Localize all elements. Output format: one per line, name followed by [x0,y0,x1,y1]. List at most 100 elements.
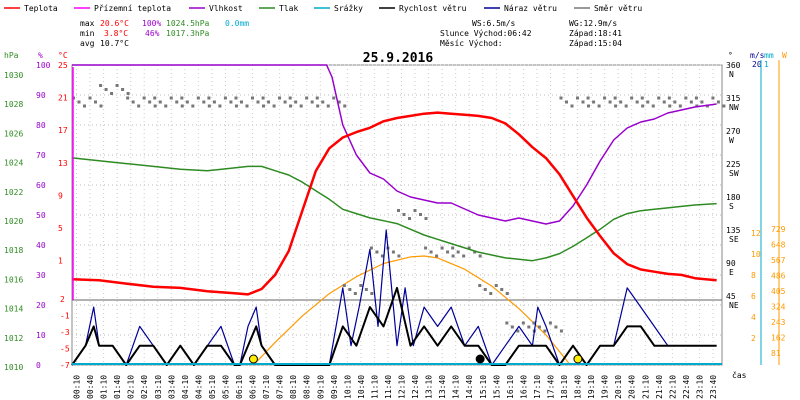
wind-direction-point [169,96,173,100]
wind-direction-point [272,104,276,108]
x-tick-label: 05:10 [208,375,217,399]
solar-tick: 81 [771,349,781,358]
stat-max-temp: 20.6°C [100,19,129,28]
wind-direction-point [532,321,536,325]
wind-speed-line [71,286,717,366]
wind-direction-point [83,104,86,108]
wind-direction-point [494,284,498,287]
wind-direction-point [126,92,130,95]
wind-direction-point [121,88,125,91]
x-tick-label: 18:10 [560,375,569,399]
dir-tick-letter: NW [729,103,739,112]
legend-label-pocitova: Přízemní teplota [94,4,171,13]
x-tick-label: 11:40 [384,375,393,399]
temperature-line [71,111,717,296]
degc-tick: 9 [58,191,63,200]
wind-direction-point [424,246,428,250]
dir-tick-letter: NE [729,301,739,310]
stat-min-hum: 46% [145,29,160,38]
wind-direction-point [435,254,439,258]
x-tick-label: 07:10 [262,375,271,399]
degc-unit: °C [58,51,68,60]
wind-direction-point [289,104,293,108]
stats-block: max 20.6°C 100% 1024.5hPa 0.0mm min 3.8°… [80,19,622,48]
wind-direction-point [175,100,179,104]
dir-tick: 270 [726,127,741,136]
pct-tick: 60 [36,181,46,190]
hpa-tick: 1028 [4,100,23,109]
pct-tick: 30 [36,271,46,280]
degc-tick-low: -7 [60,361,70,370]
wind-direction-point [451,246,455,250]
wind-direction-point [624,104,628,108]
wind-direction-point [332,96,336,100]
solar-tick: 405 [771,287,786,296]
wind-direction-point [505,292,509,295]
series [71,64,726,366]
x-tick-label: 12:40 [411,375,420,399]
x-tick-label: 04:40 [194,375,203,399]
pct-tick: 70 [36,151,46,160]
wind-direction-point [316,104,320,108]
wind-direction-point [262,104,265,108]
pct-tick: 40 [36,241,46,250]
dir-unit: ° [728,51,733,60]
wind-direction-point [576,96,579,100]
wind-direction-point [196,96,200,100]
wind-direction-point [673,100,677,104]
wind-direction-point [229,100,233,104]
legend-label-rychlost: Rychlost větru [399,4,467,13]
wind-direction-point [218,104,222,108]
x-tick-label: 09:10 [316,375,325,399]
x-tick-label: 15:10 [479,375,488,399]
wind-direction-point [408,217,411,220]
hpa-tick: 1010 [4,363,23,372]
wind-direction-point [88,96,92,100]
wind-direction-point [283,100,287,104]
wind-direction-point [153,96,157,100]
x-tick-label: 01:40 [113,375,122,399]
wind-unit: m/s [750,51,765,60]
wind-direction-point [359,284,363,287]
wind-tick-top: 20 [752,60,762,69]
x-tick-label: 19:10 [587,375,596,399]
x-tick-label: 14:10 [452,375,461,399]
chart-title: 25.9.2016 [363,51,434,66]
hpa-unit: hPa [4,51,19,60]
pct-tick: 100 [36,61,51,70]
dir-tick-letter: SE [729,235,739,244]
degc-tick: 5 [58,224,63,233]
degc-tick-low: 2 [60,295,65,304]
wind-direction-point [716,100,720,104]
wind-direction-point [510,325,514,329]
wind-direction-point [305,96,309,100]
x-tick-label: 00:10 [73,375,82,399]
dir-tick: 315 [726,94,741,103]
wind-direction-point [597,104,601,108]
moonset-marker [475,354,485,364]
dir-tick-letter: S [729,202,734,211]
hpa-tick: 1026 [4,129,23,138]
x-tick-label: 01:10 [100,375,109,399]
solar-tick: 243 [771,318,786,327]
x-tick-label: 10:10 [343,375,352,399]
solar-tick: 648 [771,241,786,250]
solar-unit: W [782,51,787,60]
rain-unit: mm [764,51,774,60]
wind-direction-point [537,325,541,329]
wind-direction-point [630,96,634,100]
wind-direction-point [641,104,645,108]
wind-direction-point [456,250,460,254]
stat-ws: WS:6.5m/s [472,19,516,28]
wind-direction-point [180,104,184,108]
x-tick-label: 09:40 [330,375,339,399]
wind-direction-point [234,96,238,100]
degc-tick: 1 [58,257,63,266]
dir-tick-letter: N [729,70,734,79]
wind-direction-point [613,96,617,100]
wind-direction-point [711,96,715,100]
wind-direction-point [261,96,265,100]
wind-direction-point [364,288,368,291]
wind-direction-point [543,329,547,333]
wind-direction-point [554,325,558,329]
